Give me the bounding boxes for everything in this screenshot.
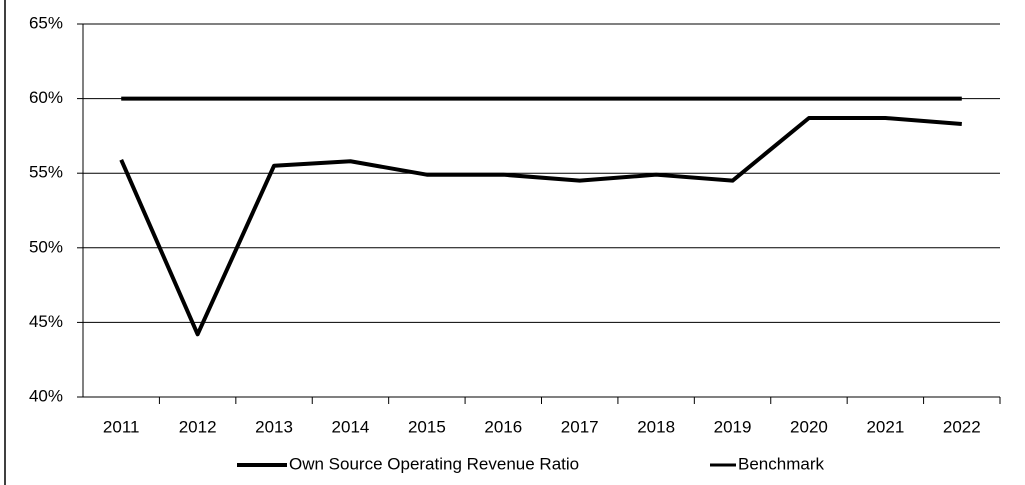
y-tick-label: 50% — [29, 237, 63, 256]
y-tick-label: 60% — [29, 88, 63, 107]
x-tick-label: 2021 — [866, 417, 904, 436]
x-tick-label: 2013 — [255, 417, 293, 436]
y-tick-label: 45% — [29, 312, 63, 331]
legend-label: Benchmark — [738, 454, 824, 473]
x-tick-label: 2022 — [943, 417, 981, 436]
series-line — [119, 115, 962, 337]
x-tick-label: 2015 — [408, 417, 446, 436]
y-tick-label: 55% — [29, 163, 63, 182]
legend-label: Own Source Operating Revenue Ratio — [289, 454, 579, 473]
x-tick-label: 2011 — [103, 417, 140, 436]
x-tick-label: 2017 — [561, 417, 599, 436]
x-tick-label: 2019 — [714, 417, 752, 436]
x-tick-label: 2016 — [484, 417, 522, 436]
x-tick-label: 2012 — [179, 417, 217, 436]
x-tick-label: 2020 — [790, 417, 828, 436]
x-tick-label: 2018 — [637, 417, 675, 436]
y-tick-label: 65% — [29, 13, 63, 32]
x-tick-label: 2014 — [332, 417, 370, 436]
y-tick-label: 40% — [29, 386, 63, 405]
